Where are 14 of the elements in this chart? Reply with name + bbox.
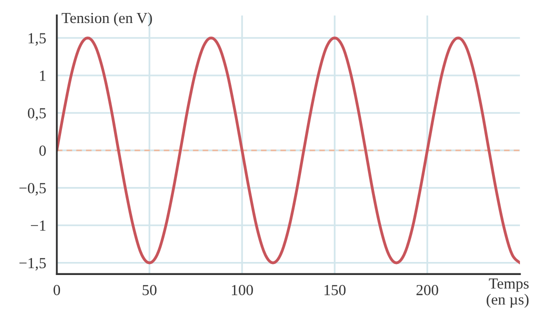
y-tick-label: 1 xyxy=(40,70,46,81)
y-tick-label: −0,5 xyxy=(19,183,46,196)
y-tick-label: 0,5 xyxy=(28,108,46,121)
y-axis-title: Tension (en V) xyxy=(62,12,152,26)
y-tick-label: −1,5 xyxy=(19,258,46,270)
x-axis-title: Temps (en µs) xyxy=(486,278,529,308)
y-tick-label: −1 xyxy=(30,220,46,231)
x-tick-label: 100 xyxy=(232,284,253,296)
x-tick-label: 0 xyxy=(54,284,60,296)
x-tick-label: 50 xyxy=(142,284,156,296)
x-tick-label: 200 xyxy=(416,284,438,296)
y-tick-label: 0 xyxy=(39,146,46,156)
x-tick-label: 150 xyxy=(324,284,346,296)
y-tick-label: 1,5 xyxy=(28,33,46,46)
